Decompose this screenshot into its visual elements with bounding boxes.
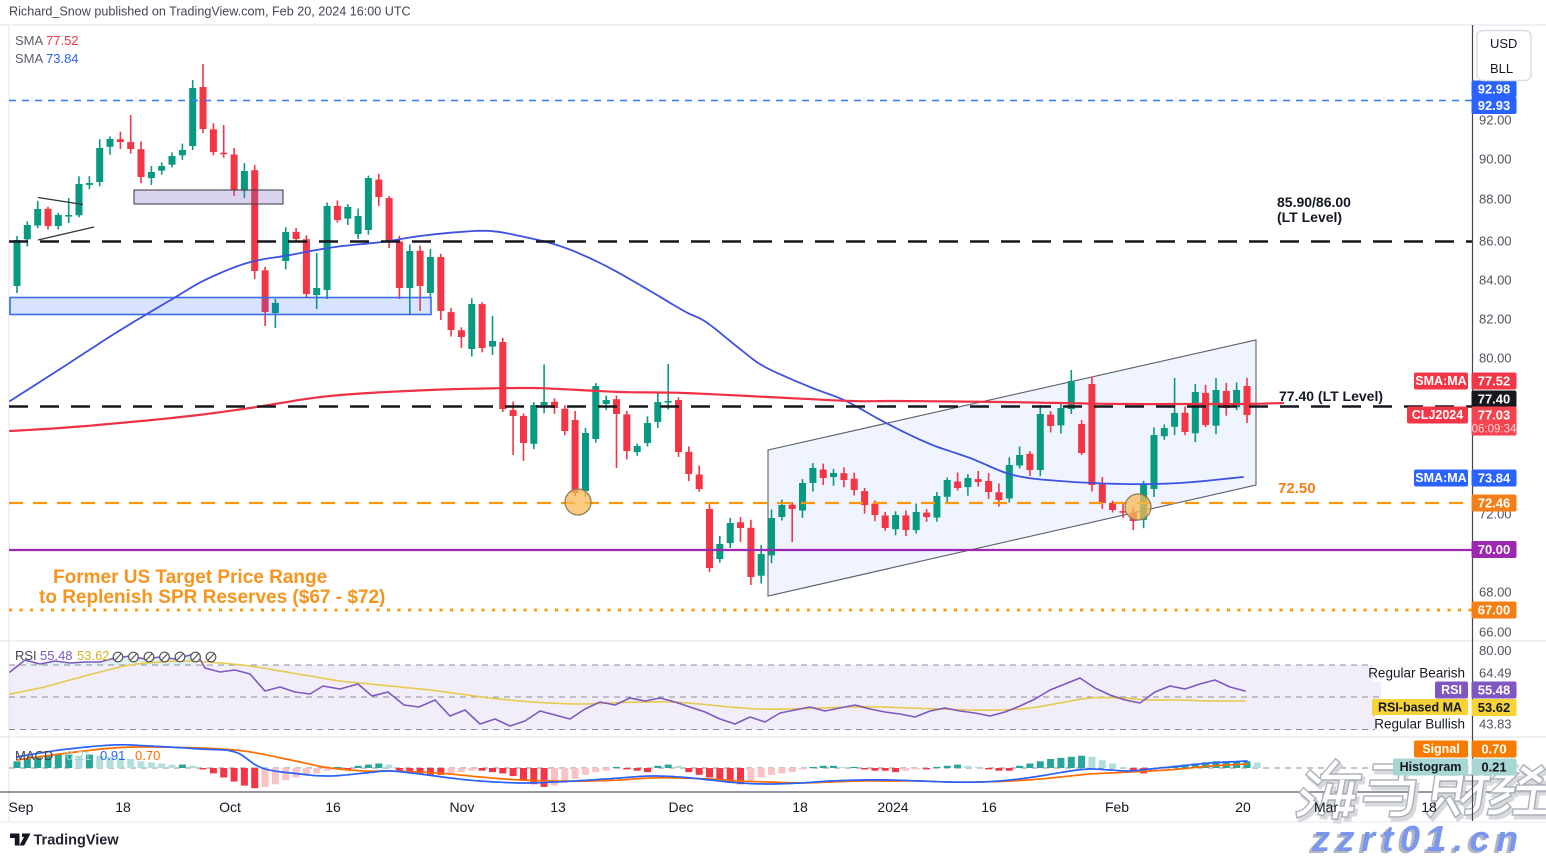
svg-text:0.70: 0.70	[135, 748, 160, 763]
svg-text:(LT Level): (LT Level)	[1277, 209, 1342, 225]
svg-text:20: 20	[1235, 799, 1251, 815]
svg-text:90.00: 90.00	[1479, 152, 1512, 167]
svg-text:Sep: Sep	[9, 799, 34, 815]
svg-text:Oct: Oct	[219, 799, 241, 815]
svg-text:73.84: 73.84	[1478, 471, 1511, 486]
svg-text:RSI: RSI	[15, 648, 37, 663]
svg-text:92.98: 92.98	[1478, 82, 1511, 97]
svg-text:0.21: 0.21	[66, 748, 91, 763]
svg-text:Regular Bearish: Regular Bearish	[1368, 666, 1465, 681]
svg-text:TradingView: TradingView	[34, 833, 120, 849]
svg-text:2024: 2024	[877, 799, 908, 815]
svg-text:16: 16	[981, 799, 997, 815]
svg-text:Former US Target Price Range: Former US Target Price Range	[53, 567, 327, 588]
svg-text:86.00: 86.00	[1479, 234, 1512, 249]
svg-text:82.00: 82.00	[1479, 312, 1512, 327]
svg-text:Dec: Dec	[669, 799, 694, 815]
svg-text:Regular Bullish: Regular Bullish	[1374, 717, 1465, 732]
svg-text:Mar: Mar	[1314, 799, 1338, 815]
svg-text:Histogram: Histogram	[1400, 760, 1462, 774]
svg-text:MACD: MACD	[15, 748, 53, 763]
svg-text:zzrt01.cn: zzrt01.cn	[1311, 818, 1525, 857]
svg-text:RSI: RSI	[1441, 683, 1462, 697]
svg-text:Signal: Signal	[1422, 742, 1460, 756]
svg-text:77.40 (LT Level): 77.40 (LT Level)	[1279, 388, 1383, 404]
svg-text:USD: USD	[1490, 36, 1517, 51]
svg-text:SMA:MA: SMA:MA	[1415, 374, 1466, 388]
svg-text:80.00: 80.00	[1479, 351, 1512, 366]
svg-text:0.91: 0.91	[100, 748, 125, 763]
svg-text:92.00: 92.00	[1479, 113, 1512, 128]
svg-text:18: 18	[1421, 799, 1437, 815]
svg-text:06:09:34: 06:09:34	[1472, 424, 1517, 436]
svg-text:43.83: 43.83	[1479, 717, 1512, 732]
svg-text:55.48: 55.48	[40, 648, 73, 663]
svg-text:67.00: 67.00	[1478, 603, 1511, 618]
svg-text:80.00: 80.00	[1479, 643, 1512, 658]
svg-text:53.62: 53.62	[1478, 700, 1511, 715]
svg-text:55.48: 55.48	[1478, 683, 1511, 698]
svg-text:84.00: 84.00	[1479, 273, 1512, 288]
svg-text:73.84: 73.84	[46, 51, 79, 66]
svg-text:77.40: 77.40	[1478, 392, 1511, 407]
svg-text:CLJ2024: CLJ2024	[1412, 408, 1463, 422]
svg-text:SMA:MA: SMA:MA	[1415, 471, 1466, 485]
svg-text:18: 18	[792, 799, 808, 815]
svg-text:85.90/86.00: 85.90/86.00	[1277, 194, 1351, 210]
svg-text:SMA: SMA	[15, 33, 44, 48]
svg-text:18: 18	[115, 799, 131, 815]
svg-text:88.00: 88.00	[1479, 192, 1512, 207]
svg-text:77.52: 77.52	[46, 33, 79, 48]
svg-text:Feb: Feb	[1105, 799, 1129, 815]
svg-text:77.03: 77.03	[1478, 408, 1511, 423]
svg-text:66.00: 66.00	[1479, 625, 1512, 640]
svg-text:72.50: 72.50	[1278, 480, 1316, 497]
svg-text:RSI-based MA: RSI-based MA	[1378, 701, 1462, 715]
svg-text:64.49: 64.49	[1479, 666, 1512, 681]
svg-text:70.00: 70.00	[1478, 542, 1511, 557]
svg-text:to Replenish SPR Reserves ($67: to Replenish SPR Reserves ($67 - $72)	[39, 587, 385, 608]
svg-text:68.00: 68.00	[1479, 585, 1512, 600]
svg-text:Nov: Nov	[450, 799, 475, 815]
svg-text:SMA: SMA	[15, 51, 44, 66]
svg-text:77.52: 77.52	[1478, 374, 1511, 389]
svg-text:72.46: 72.46	[1478, 496, 1511, 511]
svg-text:53.62: 53.62	[77, 648, 110, 663]
svg-text:0.70: 0.70	[1481, 742, 1506, 757]
svg-text:13: 13	[550, 799, 566, 815]
svg-text:zzrt01.cn: zzrt01.cn	[1308, 820, 1522, 857]
svg-text:92.93: 92.93	[1478, 98, 1511, 113]
svg-text:0.21: 0.21	[1481, 760, 1506, 775]
svg-text:16: 16	[325, 799, 341, 815]
svg-text:Richard_Snow published on Trad: Richard_Snow published on TradingView.co…	[9, 5, 411, 19]
svg-text:BLL: BLL	[1490, 61, 1513, 76]
